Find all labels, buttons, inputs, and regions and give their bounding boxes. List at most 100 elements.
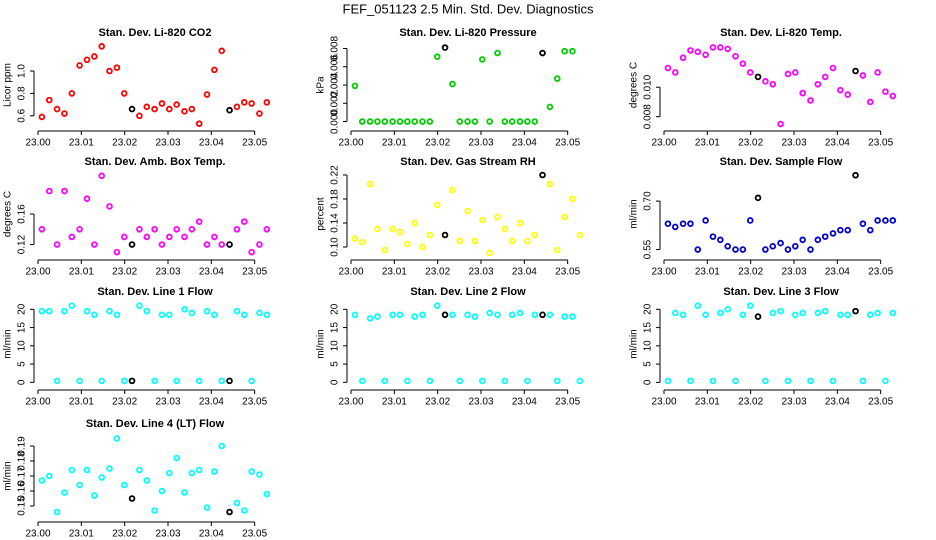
data-point [679, 220, 687, 227]
data-point [419, 243, 426, 251]
data-point [553, 377, 561, 385]
data-point [374, 118, 381, 125]
data-point [553, 246, 561, 254]
page-title: FEF_051123 2.5 Min. Std. Dev. Diagnostic… [343, 1, 594, 16]
data-point [426, 231, 434, 239]
x-tick-label: 23.03 [155, 397, 180, 408]
data-point [702, 311, 709, 319]
x-tick-label: 23.04 [199, 267, 224, 278]
x-tick-label: 23.00 [338, 267, 363, 278]
x-tick-label: 23.05 [868, 267, 893, 278]
data-point [45, 96, 53, 104]
data-point [195, 218, 203, 225]
data-point [561, 213, 568, 221]
data-point [76, 62, 83, 69]
data-point [449, 186, 456, 194]
data-point [702, 51, 709, 59]
data-point [717, 44, 724, 51]
data-point [702, 217, 709, 224]
data-point [732, 246, 739, 253]
data-point [516, 118, 524, 125]
x-tick-label: 23.02 [112, 138, 137, 149]
data-point [837, 226, 844, 234]
data-point [478, 216, 486, 224]
data-point [226, 508, 233, 516]
data-point [411, 219, 419, 227]
data-point [61, 307, 68, 315]
data-point [844, 91, 852, 98]
x-tick-label: 23.02 [112, 397, 137, 408]
data-point [754, 313, 762, 320]
y-tick-label: 0.12 [17, 234, 28, 254]
data-point [687, 47, 694, 54]
data-point [494, 49, 501, 57]
data-point [866, 98, 874, 106]
x-tick-label: 23.00 [338, 397, 363, 408]
data-point [546, 180, 554, 188]
data-point [784, 246, 792, 253]
y-tick-label: 0.18 [17, 451, 28, 471]
data-point [501, 377, 509, 385]
data-point [98, 43, 105, 50]
data-point [38, 225, 46, 233]
data-point [546, 311, 554, 319]
data-point [501, 225, 509, 233]
y-tick-label: 0.22 [330, 165, 341, 185]
data-point [762, 377, 769, 385]
data-point [814, 80, 822, 88]
data-point [381, 377, 389, 385]
data-point [844, 226, 852, 234]
data-point [829, 377, 837, 385]
data-point [106, 67, 113, 75]
data-point [852, 67, 859, 75]
data-point [218, 241, 226, 248]
data-point [173, 454, 180, 462]
data-point [211, 468, 218, 475]
data-point [404, 118, 411, 125]
data-point [821, 73, 829, 81]
data-point [128, 377, 136, 385]
data-point [829, 230, 837, 237]
data-point [91, 241, 98, 248]
data-point [374, 313, 381, 320]
data-point [166, 311, 173, 319]
data-point [38, 307, 46, 315]
data-point [866, 226, 874, 234]
data-point [351, 82, 359, 90]
y-axis-label: ml/min [3, 461, 14, 490]
data-point [508, 237, 516, 245]
data-point [664, 220, 672, 227]
data-point [889, 217, 897, 224]
x-tick-label: 23.01 [695, 267, 720, 278]
data-point [248, 248, 255, 256]
y-tick-label: 0 [330, 379, 341, 385]
x-tick-label: 23.04 [825, 397, 850, 408]
x-tick-label: 23.05 [242, 267, 267, 278]
x-tick-label: 23.02 [112, 529, 137, 540]
data-point [256, 110, 263, 117]
data-point [539, 49, 546, 57]
data-point [799, 236, 806, 244]
y-tick-label: 15 [17, 322, 28, 334]
data-point [53, 105, 61, 113]
data-point [358, 118, 366, 125]
data-point [120, 233, 128, 241]
data-point [181, 233, 188, 241]
data-point [226, 106, 233, 114]
x-tick-label: 23.05 [555, 397, 580, 408]
data-point [739, 311, 747, 319]
data-point [61, 187, 68, 195]
data-point [358, 238, 366, 246]
data-point [882, 377, 889, 385]
data-point [233, 499, 241, 507]
y-tick-label: 0.16 [17, 204, 28, 224]
data-point [471, 118, 479, 125]
data-point [419, 311, 426, 319]
data-point [494, 311, 501, 319]
data-point [263, 225, 271, 233]
data-point [821, 233, 829, 240]
data-point [113, 435, 121, 442]
data-point [106, 307, 113, 315]
data-point [351, 235, 359, 242]
data-point [852, 307, 859, 315]
